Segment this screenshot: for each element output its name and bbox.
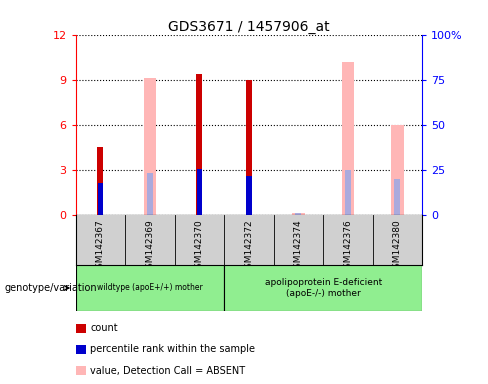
Bar — [292, 213, 305, 215]
Text: GSM142370: GSM142370 — [195, 219, 204, 274]
Text: count: count — [90, 323, 118, 333]
Bar — [345, 170, 351, 215]
Bar — [224, 265, 422, 311]
Text: percentile rank within the sample: percentile rank within the sample — [90, 344, 255, 354]
Bar — [295, 213, 302, 215]
Text: GSM142380: GSM142380 — [393, 219, 402, 274]
Bar — [246, 176, 251, 215]
Text: GSM142374: GSM142374 — [294, 219, 303, 274]
Bar — [394, 179, 400, 215]
Text: genotype/variation: genotype/variation — [5, 283, 98, 293]
Text: value, Detection Call = ABSENT: value, Detection Call = ABSENT — [90, 366, 245, 376]
Text: wildtype (apoE+/+) mother: wildtype (apoE+/+) mother — [97, 283, 203, 293]
Text: GSM142376: GSM142376 — [344, 219, 352, 274]
Bar — [196, 74, 203, 215]
Bar — [246, 80, 252, 215]
Bar — [143, 78, 156, 215]
Bar — [98, 147, 103, 215]
Bar — [391, 125, 404, 215]
Text: GSM142369: GSM142369 — [145, 219, 154, 274]
Bar — [76, 265, 224, 311]
Text: GSM142367: GSM142367 — [96, 219, 105, 274]
Bar — [197, 169, 202, 215]
Bar — [147, 173, 153, 215]
Bar — [98, 184, 103, 215]
Text: GSM142372: GSM142372 — [244, 219, 253, 274]
Bar — [342, 62, 354, 215]
Title: GDS3671 / 1457906_at: GDS3671 / 1457906_at — [168, 20, 330, 33]
Text: apolipoprotein E-deficient
(apoE-/-) mother: apolipoprotein E-deficient (apoE-/-) mot… — [264, 278, 382, 298]
